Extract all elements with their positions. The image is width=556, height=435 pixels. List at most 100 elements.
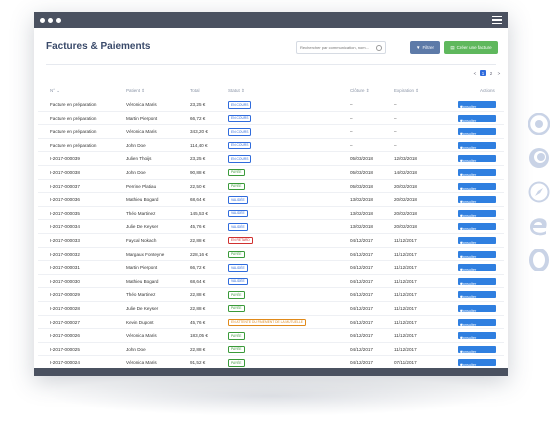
col-num[interactable]: N° ⌄ [50,88,61,93]
status-badge: Validée [228,223,248,231]
col-total[interactable]: Total [190,88,200,93]
closing-date: 13/02/2018 [350,210,373,216]
status-badge: Payée [228,168,245,177]
closing-date: 04/12/2017 [350,305,373,311]
chevron-down-icon[interactable]: ▼ [460,105,464,109]
expiration-date: 11/12/2017 [394,292,417,298]
chevron-down-icon[interactable]: ▼ [460,186,464,191]
consult-button[interactable]: ●Consulter▼ [458,128,496,137]
table-row: I-2017-000030 Mathieu Bogard 68,64 € 04/12/… [38,275,504,289]
chevron-down-icon[interactable]: ▼ [460,268,464,273]
eye-icon: ● [460,349,463,354]
chevron-down-icon[interactable]: ▼ [460,172,464,177]
chevron-down-icon[interactable]: ▼ [460,132,464,137]
consult-button[interactable]: ●Consulter▼ [458,168,496,177]
eye-icon: ● [460,227,463,232]
consult-button[interactable]: ●Consulter▼ [458,196,496,205]
consult-button[interactable]: ●Consulter▼ [458,345,496,354]
eye-icon: ● [460,200,463,205]
menu-icon[interactable] [492,15,502,25]
status-badge: Payée [228,182,245,191]
eye-icon: ● [460,254,463,259]
eye-icon: ● [460,145,463,150]
table-row: I-2017-000034 Julie De Keyser 45,76 € 13/02… [38,220,504,234]
chevron-down-icon[interactable]: ▼ [460,308,464,313]
expiration-date: – [394,102,397,107]
table-row: I-2017-000026 Véronica Maris 183,05 € 04/12… [38,329,504,343]
chevron-down-icon[interactable]: ▼ [460,254,464,259]
table-row: I-2017-000032 Margaux Fonteyne 228,16 € 04/… [38,248,504,262]
invoice-total: 228,16 € [190,251,208,257]
table-row: I-2017-000033 Faycal Nokach 22,88 € 04/12/2… [38,234,504,248]
pagination-next[interactable]: > [497,70,501,76]
chevron-down-icon[interactable]: ▼ [460,200,464,205]
status-badge: En cours [228,155,252,163]
invoice-number: I-2017-000033 [50,237,80,243]
consult-button[interactable]: ●Consulter▼ [458,141,496,150]
opera-icon [527,248,551,272]
col-expiration[interactable]: Expiration ⇕ [394,88,420,93]
col-patient[interactable]: Patient ⇕ [126,88,146,93]
closing-date: 04/12/2017 [350,292,373,298]
table-row: I-2017-000031 Martin Pierpont 66,72 € 04/12… [38,261,504,275]
chevron-down-icon[interactable]: ▼ [460,213,464,218]
table-row: I-2017-000025 John Doe 22,88 € 04/12/2017 11… [38,343,504,357]
chevron-down-icon[interactable]: ▼ [460,145,464,150]
chevron-down-icon[interactable]: ▼ [460,349,464,354]
invoice-number: I-2017-000032 [50,251,80,257]
chevron-down-icon[interactable]: ▼ [460,159,464,164]
pagination-page-2[interactable]: 2 [489,70,493,76]
consult-button[interactable]: ●Consulter▼ [458,114,496,123]
col-cloture[interactable]: Clôture ⇕ [350,88,370,93]
consult-button[interactable]: ●Consulter▼ [458,291,496,300]
eye-icon: ● [460,240,463,245]
chevron-down-icon[interactable]: ▼ [460,118,464,123]
consult-label: Consulter [460,363,477,368]
consult-button[interactable]: ●Consulter▼ [458,101,496,109]
consult-button[interactable]: ●Consulter▼ [458,250,496,259]
search-input[interactable] [300,45,374,50]
consult-button[interactable]: ●Consulter▼ [458,236,496,245]
invoice-total: 114,40 € [190,142,208,148]
chevron-down-icon[interactable]: ▼ [460,240,464,245]
invoice-total: 91,52 € [190,360,206,366]
closing-date: 04/12/2017 [350,319,373,325]
expiration-date: – [394,115,397,121]
chevron-down-icon[interactable]: ▼ [460,281,464,286]
invoice-total: 66,72 € [190,265,206,271]
consult-button[interactable]: ●Consulter▼ [458,223,496,232]
chevron-down-icon[interactable]: ▼ [460,363,464,368]
consult-button[interactable]: ●Consulter▼ [458,332,496,341]
consult-button[interactable]: ●Consulter▼ [458,304,496,313]
invoice-total: 22,50 € [190,183,206,189]
search-box[interactable] [296,41,386,54]
consult-button[interactable]: ●Consulter▼ [458,209,496,218]
consult-button[interactable]: ●Consulter▼ [458,277,496,286]
filter-icon: ▼ [416,45,421,50]
expiration-date: – [394,142,397,148]
consult-button[interactable]: ●Consulter▼ [458,264,496,273]
app-window: Factures & Paiements ▼ Filtrer ▤ Créer u… [34,12,508,376]
chevron-down-icon[interactable]: ▼ [460,322,464,327]
col-statut[interactable]: Statut ⇕ [228,88,245,93]
filter-button[interactable]: ▼ Filtrer [410,41,440,54]
pagination-prev[interactable]: < [473,70,477,76]
search-icon[interactable] [376,44,382,51]
consult-button[interactable]: ●Consulter▼ [458,359,496,368]
invoice-total: 45,76 € [190,224,206,230]
consult-button[interactable]: ●Consulter▼ [458,155,496,164]
chevron-down-icon[interactable]: ▼ [460,295,464,300]
expiration-date: – [394,129,397,135]
patient-name: Véronica Maris [126,102,157,107]
consult-button[interactable]: ●Consulter▼ [458,182,496,191]
pagination-page-1[interactable]: 1 [480,70,486,76]
chevron-down-icon[interactable]: ▼ [460,227,464,232]
consult-button[interactable]: ●Consulter▼ [458,318,496,327]
consult-label: Consulter [460,172,477,177]
status-badge: Validée [228,196,248,204]
eye-icon: ● [460,186,463,191]
patient-name: John Doe [126,169,146,175]
table-row: I-2017-000029 Théo Martinez 22,88 € 04/12/2… [38,288,504,302]
chevron-down-icon[interactable]: ▼ [460,336,464,341]
create-invoice-button[interactable]: ▤ Créer une facture [444,41,498,54]
